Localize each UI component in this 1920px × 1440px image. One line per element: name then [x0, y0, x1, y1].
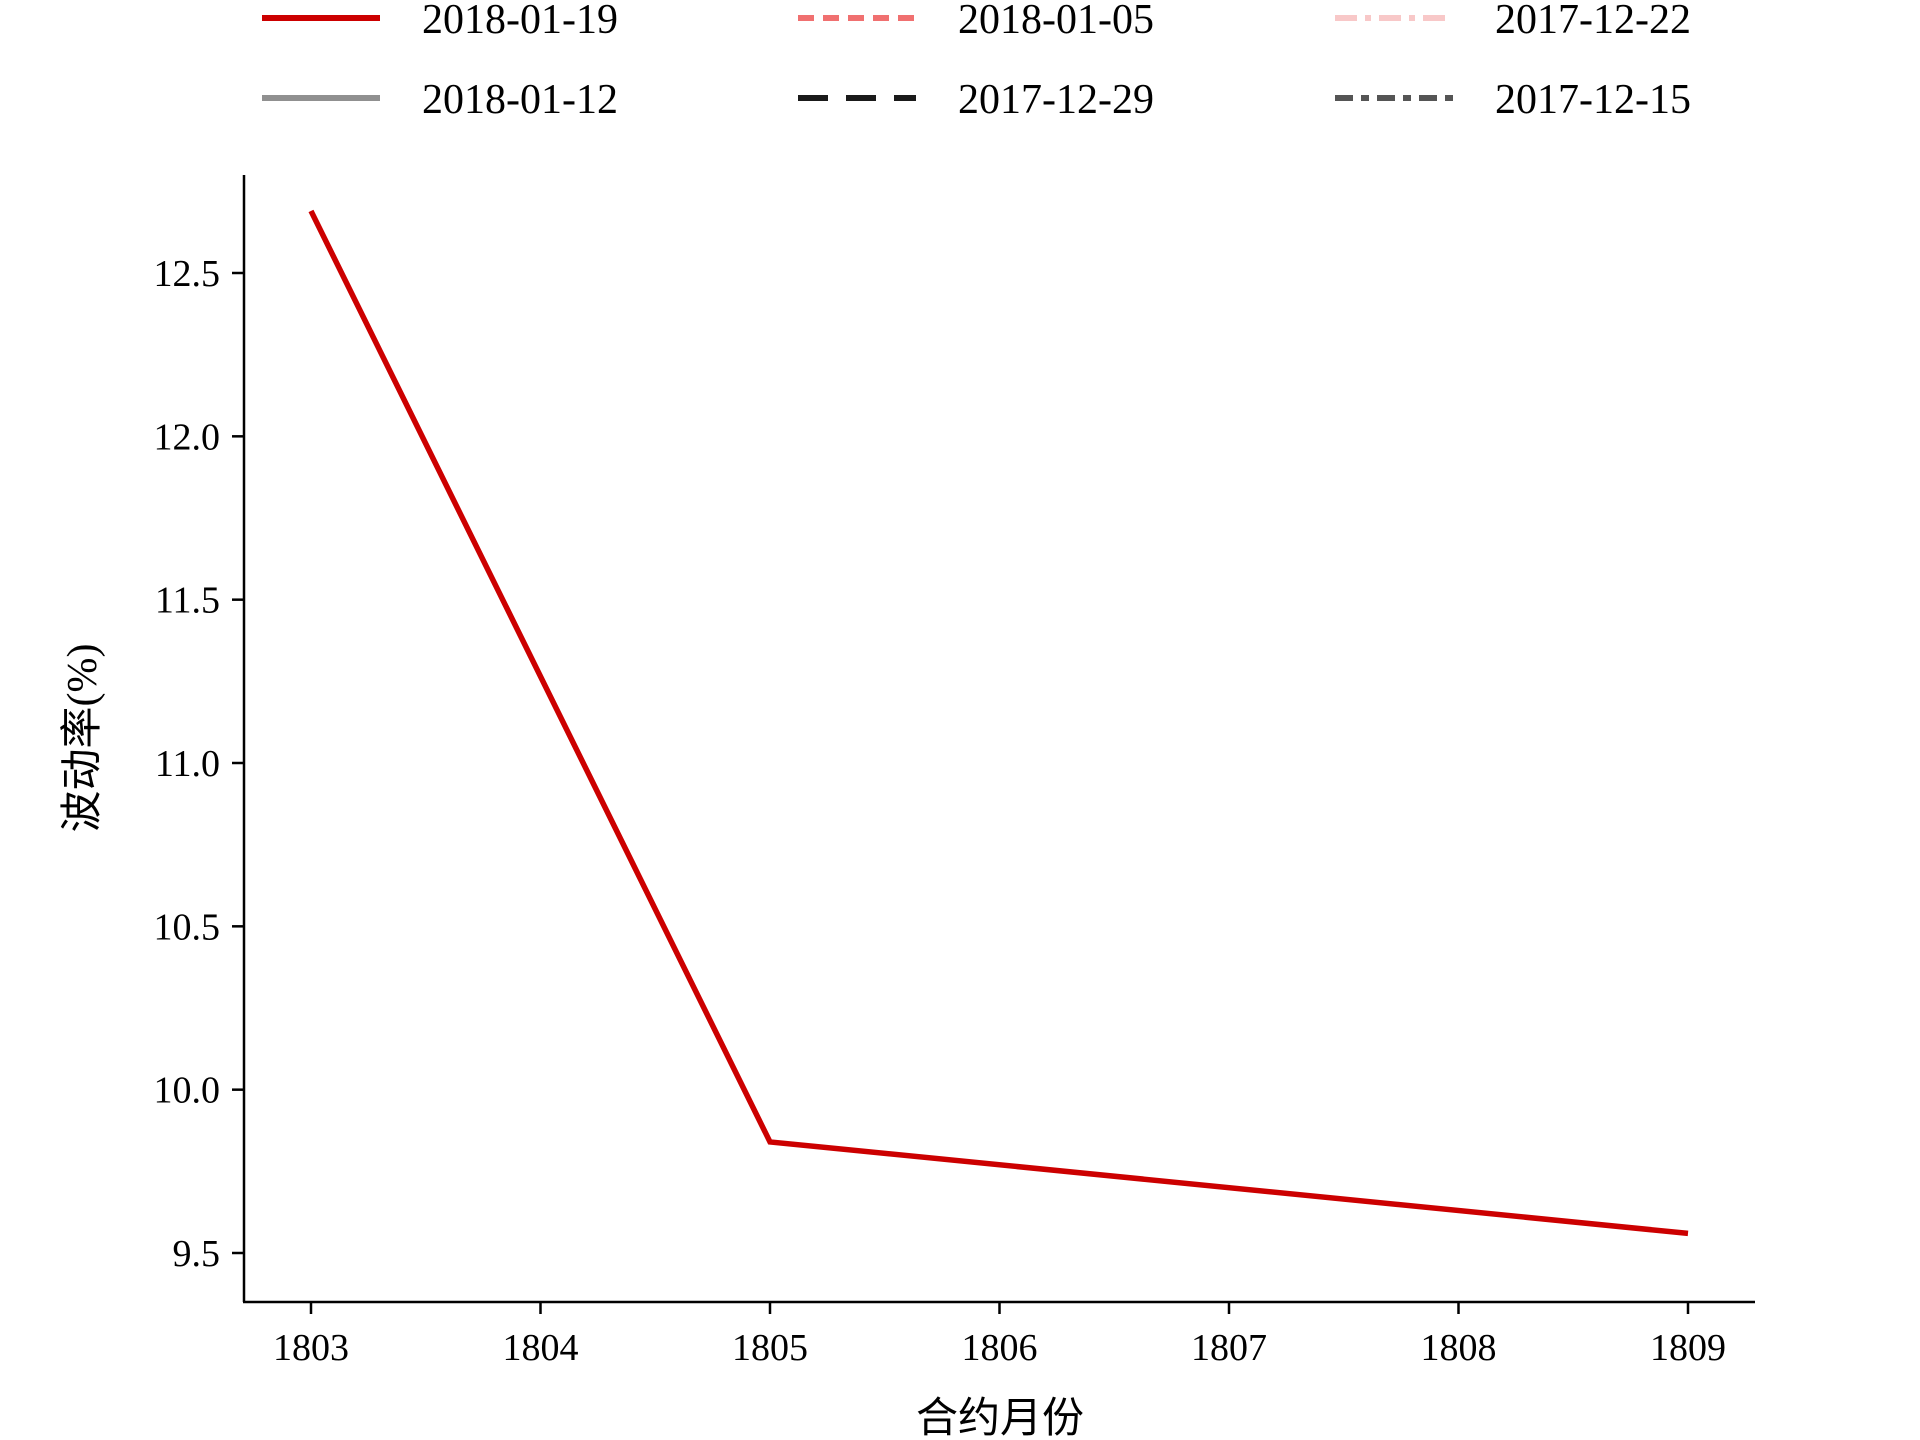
x-axis-title: 合约月份 — [916, 1396, 1084, 1440]
x-tick-label: 1806 — [962, 1327, 1038, 1369]
x-ticks: 1803 1804 1805 1806 1807 1808 1809 — [273, 1302, 1726, 1369]
x-tick-label: 1807 — [1191, 1327, 1267, 1369]
legend: 2018-01-19 2018-01-12 2018-01-05 2017-12-29… — [262, 0, 1691, 123]
x-tick-label: 1809 — [1650, 1327, 1726, 1369]
legend-label: 2018-01-19 — [422, 0, 618, 43]
x-tick-label: 1805 — [732, 1327, 808, 1369]
series-line-2018-01-19 — [308, 209, 1689, 1237]
y-tick-label: 12.5 — [154, 253, 221, 295]
plot-area: 9.5 10.0 10.5 11.0 11.5 12.0 12.5 1803 1804 1805… — [154, 175, 1755, 1369]
y-tick-label: 12.0 — [154, 416, 221, 458]
y-tick-label: 10.5 — [154, 906, 221, 948]
legend-label: 2017-12-15 — [1495, 77, 1691, 123]
series-lines — [308, 209, 1689, 1237]
x-tick-label: 1804 — [503, 1327, 579, 1369]
legend-label: 2018-01-05 — [958, 0, 1154, 43]
y-axis-title: 波动率(%) — [59, 644, 106, 833]
legend-label: 2017-12-29 — [958, 77, 1154, 123]
x-tick-label: 1808 — [1421, 1327, 1497, 1369]
y-ticks: 9.5 10.0 10.5 11.0 11.5 12.0 12.5 — [154, 253, 244, 1275]
x-tick-label: 1803 — [273, 1327, 349, 1369]
y-tick-label: 11.5 — [155, 580, 220, 622]
y-tick-label: 9.5 — [173, 1233, 221, 1275]
legend-label: 2018-01-12 — [422, 77, 618, 123]
y-tick-label: 10.0 — [154, 1070, 221, 1112]
y-tick-label: 11.0 — [155, 743, 220, 785]
legend-label: 2017-12-22 — [1495, 0, 1691, 43]
